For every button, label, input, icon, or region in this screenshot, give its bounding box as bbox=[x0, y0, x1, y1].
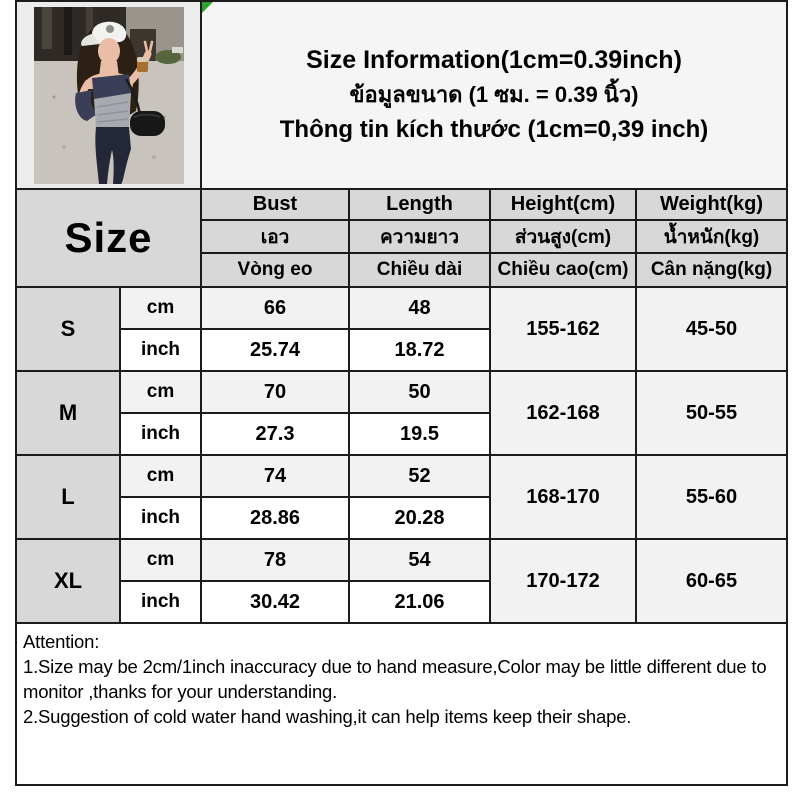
s-height: 155-162 bbox=[489, 286, 637, 372]
m-weight: 50-55 bbox=[634, 370, 789, 456]
attention-note-1: 1.Size may be 2cm/1inch inaccuracy due t… bbox=[23, 656, 767, 702]
col-header-weight-en: Weight(kg) bbox=[634, 188, 789, 221]
attention-section: Attention: 1.Size may be 2cm/1inch inacc… bbox=[14, 622, 789, 786]
col-header-height-vi: Chiều cao(cm) bbox=[489, 252, 637, 288]
size-header-label: Size bbox=[15, 188, 202, 288]
green-corner-marker bbox=[203, 3, 213, 13]
col-header-weight-th: น้ำหนัก(kg) bbox=[634, 219, 789, 254]
size-row-l: L bbox=[15, 454, 121, 540]
attention-heading: Attention: bbox=[23, 631, 100, 652]
col-header-bust-en: Bust bbox=[200, 188, 350, 221]
col-header-length-en: Length bbox=[348, 188, 491, 221]
l-weight: 55-60 bbox=[634, 454, 789, 540]
unit-cm: cm bbox=[119, 286, 202, 330]
xl-bust-inch: 30.42 bbox=[200, 580, 350, 624]
xl-length-inch: 21.06 bbox=[348, 580, 491, 624]
title-vietnamese: Thông tin kích thước (1cm=0,39 inch) bbox=[279, 116, 709, 143]
size-row-m: M bbox=[15, 370, 121, 456]
xl-bust-cm: 78 bbox=[200, 538, 350, 582]
s-bust-inch: 25.74 bbox=[200, 328, 350, 372]
size-chart-frame: Size Information(1cm=0.39inch) ข้อมูลขนา… bbox=[14, 0, 789, 786]
l-bust-inch: 28.86 bbox=[200, 496, 350, 540]
unit-inch: inch bbox=[119, 328, 202, 372]
unit-cm: cm bbox=[119, 370, 202, 414]
col-header-height-en: Height(cm) bbox=[489, 188, 637, 221]
unit-inch: inch bbox=[119, 496, 202, 540]
col-header-length-vi: Chiều dài bbox=[348, 252, 491, 288]
attention-note-2: 2.Suggestion of cold water hand washing,… bbox=[23, 706, 632, 727]
unit-inch: inch bbox=[119, 580, 202, 624]
s-length-inch: 18.72 bbox=[348, 328, 491, 372]
s-length-cm: 48 bbox=[348, 286, 491, 330]
l-length-inch: 20.28 bbox=[348, 496, 491, 540]
col-header-length-th: ความยาว bbox=[348, 219, 491, 254]
model-photo-cell bbox=[15, 0, 202, 190]
s-weight: 45-50 bbox=[634, 286, 789, 372]
xl-weight: 60-65 bbox=[634, 538, 789, 624]
xl-length-cm: 54 bbox=[348, 538, 491, 582]
size-table: Size Information(1cm=0.39inch) ข้อมูลขนา… bbox=[14, 0, 789, 786]
size-row-xl: XL bbox=[15, 538, 121, 624]
size-row-s: S bbox=[15, 286, 121, 372]
col-header-height-th: ส่วนสูง(cm) bbox=[489, 219, 637, 254]
s-bust-cm: 66 bbox=[200, 286, 350, 330]
l-length-cm: 52 bbox=[348, 454, 491, 498]
m-bust-cm: 70 bbox=[200, 370, 350, 414]
l-height: 168-170 bbox=[489, 454, 637, 540]
col-header-bust-vi: Vòng eo bbox=[200, 252, 350, 288]
unit-cm: cm bbox=[119, 454, 202, 498]
col-header-weight-vi: Cân nặng(kg) bbox=[634, 252, 789, 288]
m-height: 162-168 bbox=[489, 370, 637, 456]
xl-height: 170-172 bbox=[489, 538, 637, 624]
model-photo bbox=[33, 6, 184, 184]
l-bust-cm: 74 bbox=[200, 454, 350, 498]
m-bust-inch: 27.3 bbox=[200, 412, 350, 456]
title-cell: Size Information(1cm=0.39inch) ข้อมูลขนา… bbox=[199, 0, 789, 190]
unit-cm: cm bbox=[119, 538, 202, 582]
title-english: Size Information(1cm=0.39inch) bbox=[306, 46, 682, 74]
unit-inch: inch bbox=[119, 412, 202, 456]
title-thai: ข้อมูลขนาด (1 ซม. = 0.39 นิ้ว) bbox=[349, 82, 639, 107]
m-length-inch: 19.5 bbox=[348, 412, 491, 456]
m-length-cm: 50 bbox=[348, 370, 491, 414]
col-header-bust-th: เอว bbox=[200, 219, 350, 254]
